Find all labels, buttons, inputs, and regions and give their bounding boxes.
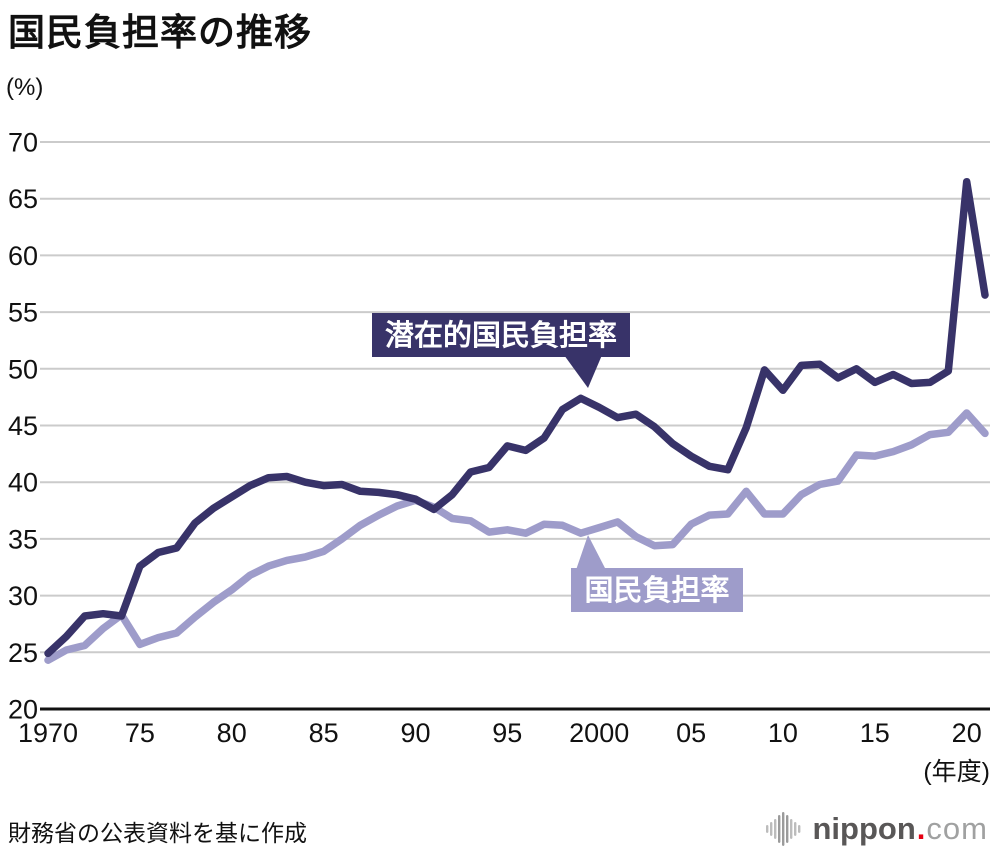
soundwave-bar: [781, 812, 784, 846]
y-tick-label: 55: [8, 298, 38, 328]
kokumin-label-text: 国民負担率: [584, 573, 729, 607]
soundwave-bar: [793, 822, 796, 836]
senzaiteki-label-text: 潜在的国民負担率: [385, 318, 617, 352]
x-tick-label: 85: [309, 718, 339, 748]
series-senzaiteki-line: [44, 177, 989, 658]
y-tick-label: 50: [8, 354, 38, 384]
y-tick-label: 70: [8, 128, 38, 158]
source-note: 財務省の公表資料を基に作成: [8, 820, 307, 846]
soundwave-bar: [785, 815, 788, 843]
x-tick-label: 1970: [18, 718, 78, 748]
line-chart: 20 25 30 35 40 45 50 55 60 65 70 1970 75 80 85 90 95 2000…: [8, 128, 990, 786]
y-tick-label: 40: [8, 468, 38, 498]
y-tick-label: 20: [8, 695, 38, 725]
senzaiteki-label-box: [372, 313, 630, 357]
y-axis-unit-label: (%): [6, 74, 44, 101]
x-tick-label: 10: [768, 718, 798, 748]
y-tick-label: 35: [8, 524, 38, 554]
y-tick-label: 45: [8, 411, 38, 441]
x-tick-label: 2000: [569, 718, 629, 748]
soundwave-icon: [765, 812, 800, 846]
logo-dot: .: [916, 811, 926, 846]
y-tick-label: 30: [8, 581, 38, 611]
senzaiteki-label-pointer: [564, 355, 602, 388]
x-tick-label: 75: [125, 718, 155, 748]
chart-title: 国民負担率の推移: [8, 12, 312, 53]
soundwave-bar: [789, 819, 792, 839]
soundwave-bar: [773, 819, 776, 839]
y-tick-label: 25: [8, 638, 38, 668]
x-axis-unit-label: (年度): [923, 758, 990, 786]
logo-com: com: [926, 811, 988, 846]
x-tick-label: 95: [492, 718, 522, 748]
x-tick-label: 20: [952, 718, 982, 748]
series-kokumin-line: [44, 409, 989, 664]
y-tick-label: 65: [8, 184, 38, 214]
logo-nippon: nippon: [812, 811, 916, 846]
soundwave-bar: [797, 825, 800, 833]
x-tick-label: 15: [860, 718, 890, 748]
y-tick-label: 60: [8, 241, 38, 271]
soundwave-bar: [765, 825, 768, 833]
soundwave-bar: [777, 815, 780, 843]
kokumin-label-pointer: [576, 535, 606, 570]
x-tick-label: 05: [676, 718, 706, 748]
soundwave-bar: [769, 822, 772, 836]
kokumin-label-box: [571, 568, 743, 612]
x-tick-label: 80: [217, 718, 247, 748]
x-tick-label: 90: [400, 718, 430, 748]
nippon-logo: nippon. com: [765, 806, 989, 852]
